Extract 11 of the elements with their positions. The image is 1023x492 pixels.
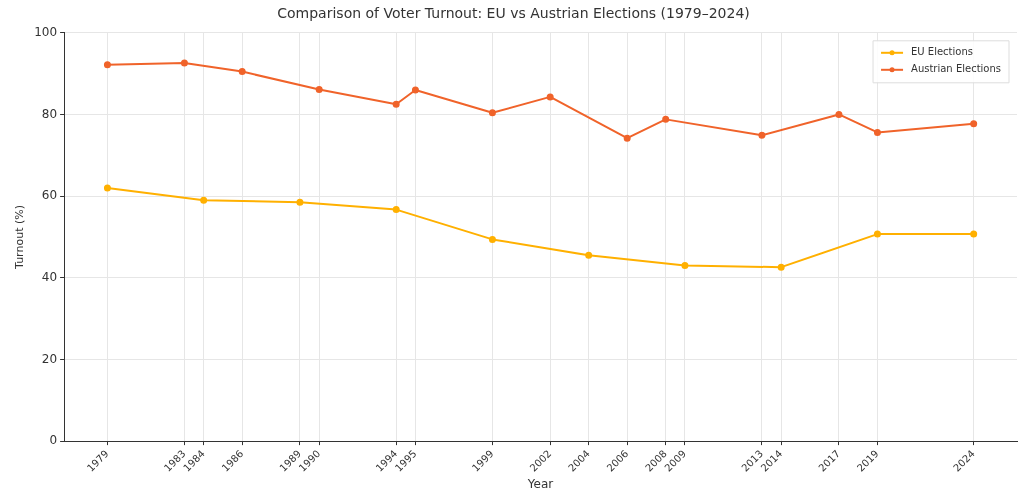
- chart-title: Comparison of Voter Turnout: EU vs Austrian Elections (1979–2024): [277, 5, 750, 22]
- x-axis-title: Year: [526, 476, 554, 491]
- y-tick-label: 0: [49, 433, 58, 448]
- y-tick-label: 100: [34, 24, 58, 39]
- y-axis-title: Turnout (%): [13, 205, 27, 270]
- legend-label: EU Elections: [911, 46, 973, 58]
- y-tick-label: 40: [41, 269, 58, 284]
- y-tick-label: 80: [41, 106, 58, 121]
- y-tick-label: 60: [41, 188, 58, 203]
- y-tick-label: 20: [41, 351, 58, 366]
- legend-label: Austrian Elections: [911, 63, 1002, 75]
